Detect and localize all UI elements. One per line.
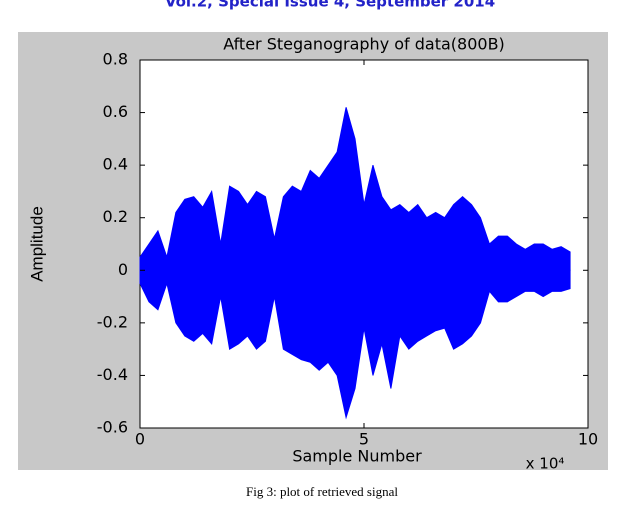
x-multiplier: x 10⁴: [526, 455, 565, 473]
y-tick-label: 0.4: [103, 155, 128, 174]
y-tick-label: 0: [118, 260, 128, 279]
y-tick-label: 0.2: [103, 207, 128, 226]
y-tick-label: 0.8: [103, 50, 128, 69]
y-tick-label: -0.6: [97, 418, 128, 437]
chart-title: After Steganography of data(800B): [223, 35, 505, 54]
x-tick-label: 0: [135, 430, 145, 449]
y-tick-label: 0.6: [103, 102, 128, 121]
x-axis-label: Sample Number: [292, 447, 422, 466]
x-tick-label: 10: [578, 430, 598, 449]
caption: Fig 3: plot of retrieved signal: [246, 484, 398, 499]
signal-area: [139, 107, 571, 271]
y-tick-label: -0.4: [97, 365, 128, 384]
x-tick-label: 5: [359, 430, 369, 449]
y-tick-label: -0.2: [97, 312, 128, 331]
signal-area: [139, 269, 571, 420]
y-axis-label: Amplitude: [27, 206, 46, 282]
header: Vol.2, Special Issue 4, September 2014: [165, 0, 495, 11]
